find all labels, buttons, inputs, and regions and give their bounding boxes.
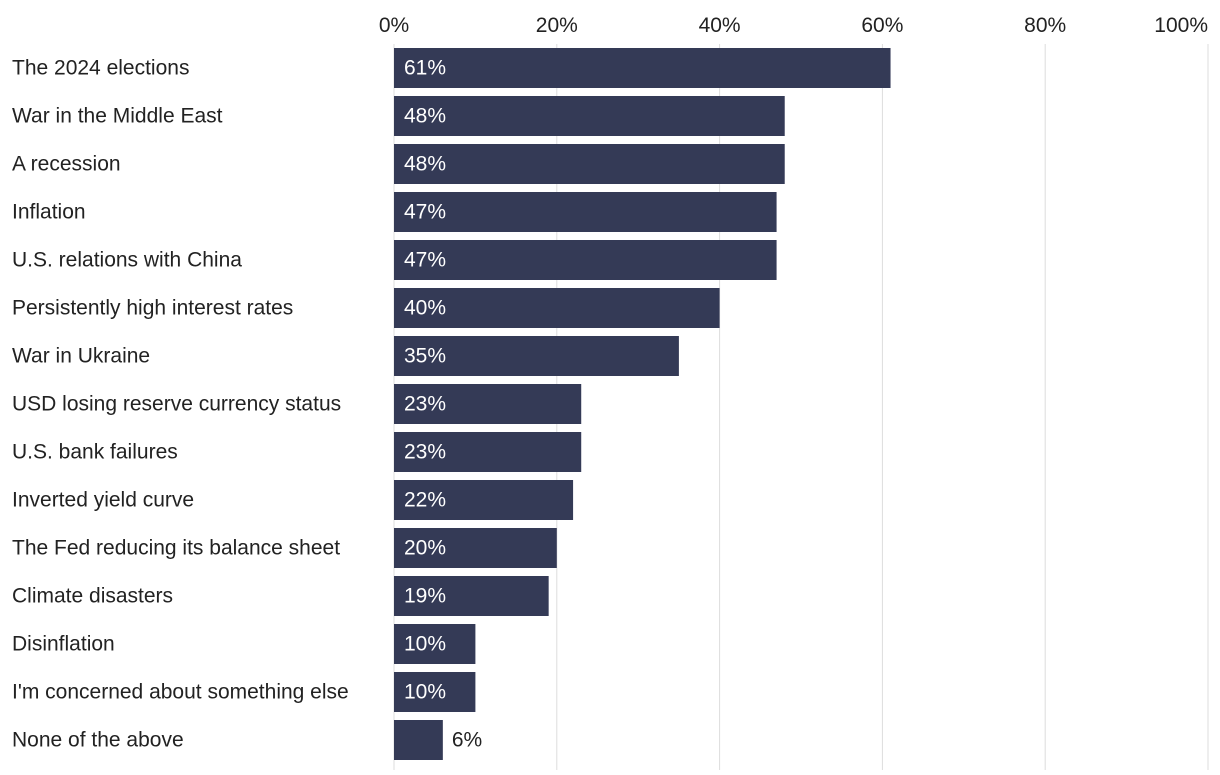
bar bbox=[394, 624, 476, 664]
value-label: 48% bbox=[404, 153, 446, 176]
category-label: The 2024 elections bbox=[12, 57, 189, 80]
value-label: 23% bbox=[404, 393, 446, 416]
bar bbox=[394, 144, 785, 184]
x-tick-label: 0% bbox=[379, 14, 409, 37]
value-label: 10% bbox=[404, 633, 446, 656]
category-label: War in the Middle East bbox=[12, 105, 223, 128]
value-label: 10% bbox=[404, 681, 446, 704]
bar bbox=[394, 720, 443, 760]
value-label: 22% bbox=[404, 489, 446, 512]
value-label: 47% bbox=[404, 201, 446, 224]
x-tick-label: 20% bbox=[536, 14, 578, 37]
category-label: Inflation bbox=[12, 201, 86, 224]
value-label: 20% bbox=[404, 537, 446, 560]
bar bbox=[394, 480, 574, 520]
bar bbox=[394, 96, 785, 136]
value-label: 48% bbox=[404, 105, 446, 128]
value-label: 19% bbox=[404, 585, 446, 608]
bar bbox=[394, 336, 679, 376]
category-label: Persistently high interest rates bbox=[12, 297, 293, 320]
value-label: 40% bbox=[404, 297, 446, 320]
category-label: USD losing reserve currency status bbox=[12, 393, 341, 416]
category-label: A recession bbox=[12, 153, 121, 176]
value-label: 6% bbox=[452, 729, 482, 752]
bar bbox=[394, 576, 549, 616]
category-label: Climate disasters bbox=[12, 585, 173, 608]
x-tick-label: 40% bbox=[699, 14, 741, 37]
bar bbox=[394, 384, 582, 424]
bar bbox=[394, 672, 476, 712]
category-label: The Fed reducing its balance sheet bbox=[12, 537, 340, 560]
value-label: 61% bbox=[404, 57, 446, 80]
value-label: 47% bbox=[404, 249, 446, 272]
value-label: 35% bbox=[404, 345, 446, 368]
x-tick-label: 60% bbox=[861, 14, 903, 37]
category-label: War in Ukraine bbox=[12, 345, 150, 368]
category-label: Disinflation bbox=[12, 633, 115, 656]
category-label: None of the above bbox=[12, 729, 184, 752]
bar bbox=[394, 432, 582, 472]
category-label: Inverted yield curve bbox=[12, 489, 194, 512]
bar bbox=[394, 528, 557, 568]
bar bbox=[394, 240, 777, 280]
value-label: 23% bbox=[404, 441, 446, 464]
bar bbox=[394, 192, 777, 232]
x-tick-label: 80% bbox=[1024, 14, 1066, 37]
x-tick-label: 100% bbox=[1154, 14, 1208, 37]
bar bbox=[394, 48, 891, 88]
category-label: U.S. relations with China bbox=[12, 249, 242, 272]
category-label: U.S. bank failures bbox=[12, 441, 178, 464]
bar bbox=[394, 288, 720, 328]
category-label: I'm concerned about something else bbox=[12, 681, 349, 704]
